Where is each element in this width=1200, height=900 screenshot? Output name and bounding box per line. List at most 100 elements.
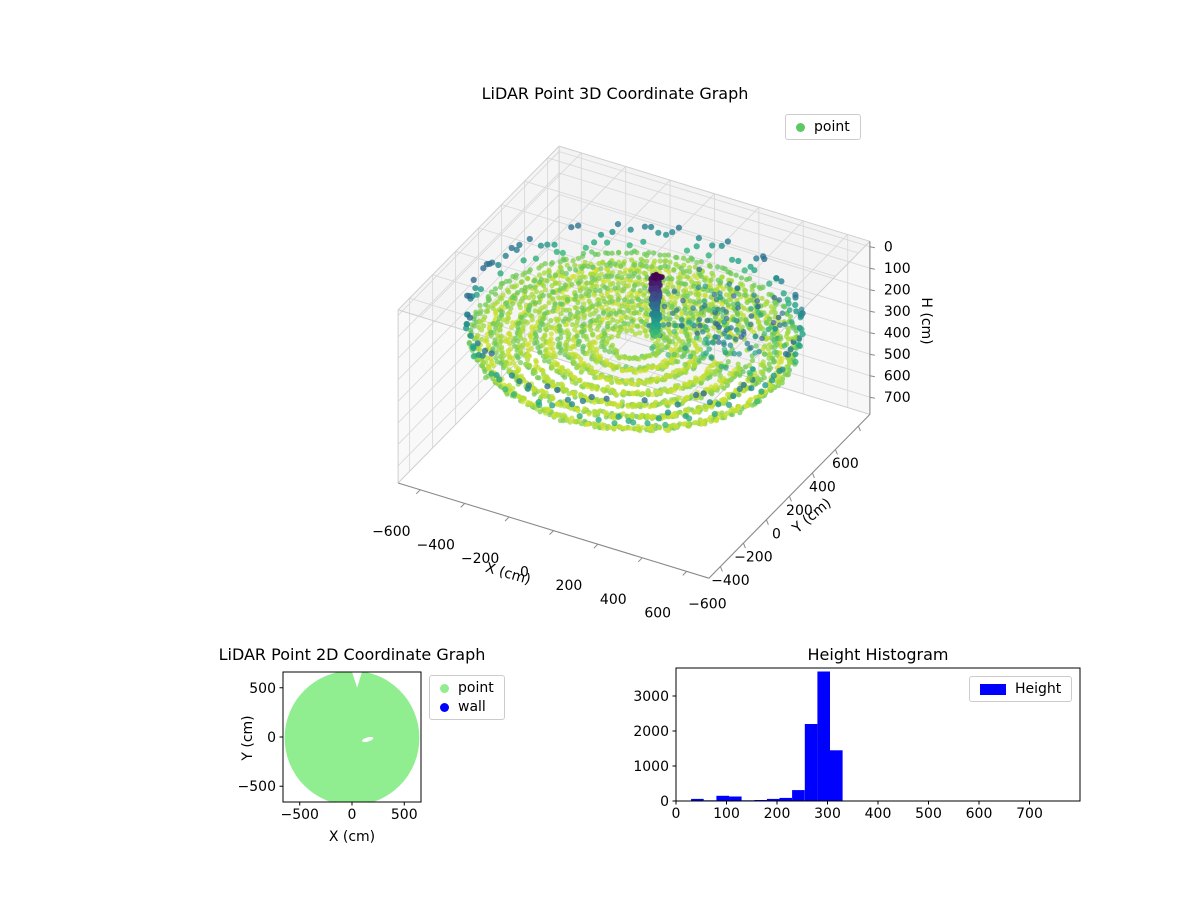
lidar-point: [704, 386, 710, 392]
lidar-point: [704, 403, 710, 410]
lidar-point: [727, 287, 733, 293]
lidar-point: [476, 347, 483, 353]
tick-label: 0: [520, 565, 529, 581]
lidar-point: [579, 265, 585, 271]
lidar-point: [694, 330, 701, 337]
tick-label: 400: [884, 326, 911, 342]
lidar-point: [644, 413, 650, 419]
legend-entry-point: point: [796, 119, 850, 135]
lidar-point: [667, 400, 673, 406]
lidar-point: [526, 307, 532, 314]
lidar-point: [470, 353, 477, 360]
lidar-point: [575, 309, 581, 316]
tick-label: 0: [772, 526, 781, 542]
lidar-point: [621, 297, 628, 303]
lidar-point: [779, 310, 786, 317]
lidar-point: [527, 363, 533, 369]
lidar-point: [638, 318, 645, 324]
lidar-point: [597, 356, 604, 362]
lidar-point: [650, 413, 656, 419]
lidar-point: [636, 274, 642, 280]
point-marker-icon: [796, 122, 805, 132]
lidar-point: [623, 378, 630, 384]
lidar-point: [759, 295, 765, 301]
lidar-point: [556, 323, 562, 329]
lidar-point: [662, 288, 668, 294]
lidar-point: [708, 368, 715, 375]
lidar-point: [590, 332, 596, 338]
lidar-point: [556, 295, 562, 301]
lidar-point: [773, 275, 780, 282]
lidar-point: [706, 262, 712, 268]
lidar-point: [681, 288, 687, 294]
lidar-point: [629, 257, 635, 263]
lidar-point: [537, 327, 543, 333]
lidar-point: [656, 280, 662, 287]
lidar-point: [766, 291, 772, 297]
lidar-point: [615, 280, 622, 287]
lidar-point: [726, 281, 733, 287]
lidar-point: [719, 274, 725, 280]
lidar-point: [626, 273, 632, 279]
lidar-point: [617, 270, 623, 276]
lidar-point: [622, 390, 628, 396]
lidar-point: [651, 275, 658, 281]
lidar-point: [594, 369, 600, 375]
lidar-point: [700, 390, 707, 397]
lidar-point: [650, 363, 656, 370]
tick-label: 500: [884, 347, 911, 363]
lidar-point: [612, 285, 618, 291]
lidar-point: [473, 335, 480, 342]
lidar-point: [709, 242, 716, 249]
lidar-point: [796, 335, 803, 342]
tick-mark: [869, 310, 875, 313]
lidar-point: [720, 339, 727, 346]
lidar-point: [662, 252, 668, 258]
lidar-point: [749, 366, 756, 372]
lidar-point: [667, 316, 673, 322]
lidar-point: [657, 265, 663, 271]
lidar-point: [635, 302, 642, 308]
tick-label: 100: [713, 806, 740, 822]
lidar-point: [786, 307, 793, 313]
lidar-point: [578, 356, 584, 362]
lidar-point: [720, 286, 726, 292]
lidar-point: [749, 283, 755, 290]
lidar-point: [762, 382, 769, 389]
lidar-point: [702, 283, 709, 289]
lidar-point: [744, 276, 750, 283]
lidar-point: [589, 264, 596, 270]
lidar-point: [629, 328, 635, 334]
lidar-point: [551, 383, 557, 389]
lidar-point: [693, 335, 700, 341]
lidar-point: [483, 261, 490, 268]
lidar-point: [660, 388, 666, 394]
lidar-point: [499, 356, 505, 362]
lidar-point: [778, 278, 785, 285]
lidar-point: [568, 401, 576, 408]
lidar-point: [478, 319, 484, 325]
lidar-point: [662, 358, 669, 364]
lidar-point: [617, 309, 623, 315]
lidar-point: [610, 387, 616, 393]
lidar-point: [775, 314, 782, 321]
lidar-point: [618, 263, 624, 269]
lidar-point: [549, 283, 555, 289]
lidar-point: [631, 262, 637, 268]
histogram-bar: [792, 790, 805, 801]
lidar-point: [527, 400, 533, 406]
lidar-point: [695, 235, 703, 242]
plot2d-title: LiDAR Point 2D Coordinate Graph: [218, 645, 486, 664]
lidar-point: [502, 252, 509, 259]
lidar-point: [526, 353, 533, 359]
lidar-point: [631, 381, 638, 387]
tick-label: 200: [786, 503, 813, 519]
lidar-point: [580, 367, 586, 373]
lidar-point: [510, 273, 516, 280]
lidar-point: [777, 322, 783, 329]
lidar-point: [643, 305, 649, 311]
lidar-point: [718, 363, 725, 370]
lidar-point: [655, 337, 661, 343]
lidar-point: [696, 266, 703, 273]
lidar-point: [744, 340, 751, 347]
